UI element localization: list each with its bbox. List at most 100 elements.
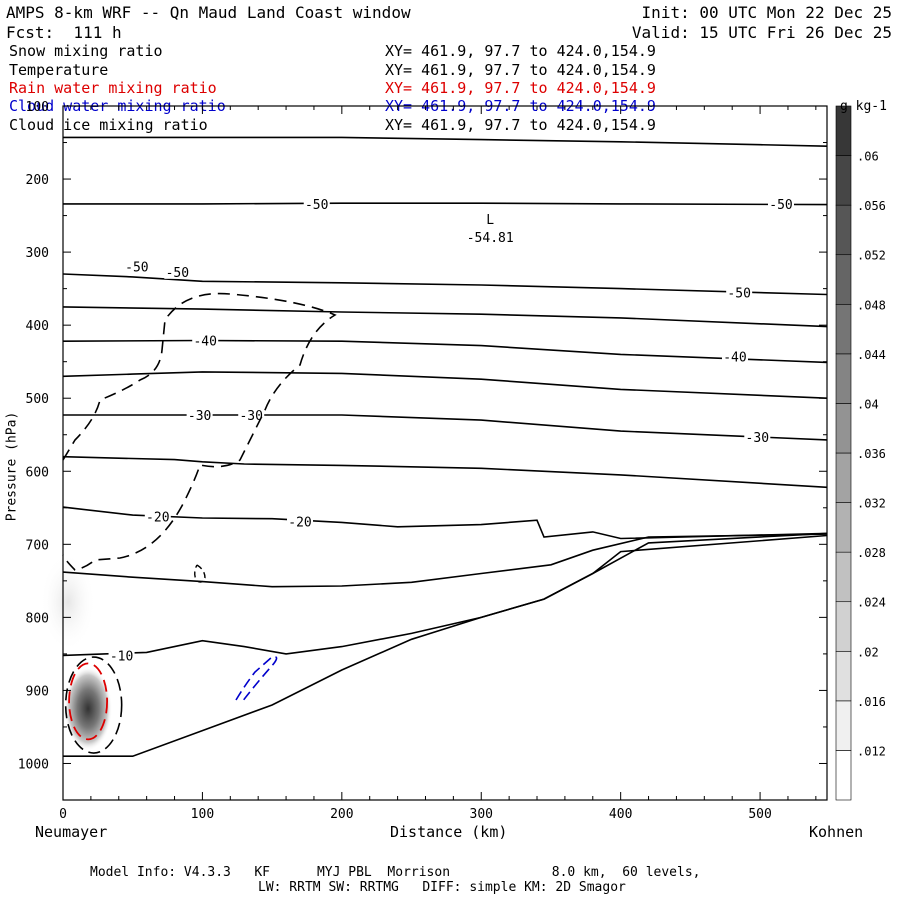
isotherm-label: -50: [727, 286, 750, 301]
colorbar-label: .016: [857, 695, 886, 709]
isotherm-label: -20: [146, 511, 169, 526]
y-tick-label: 600: [26, 465, 49, 480]
colorbar-label: .024: [857, 596, 886, 610]
y-tick-label: 300: [26, 246, 49, 261]
field-temperature-xy: XY= 461.9, 97.7 to 424.0,154.9: [385, 61, 656, 79]
isotherm-label-bg: [164, 263, 191, 279]
isotherm-label-bg: [108, 647, 135, 663]
isotherm-label: -50: [125, 261, 148, 276]
colorbar-label: .02: [857, 645, 879, 659]
isotherm-line: [62, 534, 828, 657]
x-tick-label: 300: [470, 807, 493, 822]
colorbar-segment: [835, 353, 852, 404]
colorbar-label: .012: [857, 744, 886, 758]
colorbar-label: .052: [857, 249, 886, 263]
isotherm-line: [62, 455, 828, 489]
isotherm-label: -30: [188, 409, 211, 424]
colorbar-units: g kg-1: [840, 99, 887, 114]
colorbar-segment: [835, 601, 852, 652]
isotherm-label-bg: [186, 407, 213, 423]
colorbar-label: .06: [857, 150, 879, 164]
isotherm-line: [62, 339, 828, 364]
colorbar-segment: [835, 254, 852, 305]
colorbar-label: .032: [857, 497, 886, 511]
snow-contour-core: [64, 656, 123, 754]
plot-frame: [62, 105, 828, 801]
colorbar-segment: [835, 551, 852, 603]
y-tick-label: 500: [26, 392, 49, 407]
y-tick-label: 200: [26, 173, 49, 188]
isotherm-line: [62, 306, 828, 328]
isotherm-label: -50: [769, 198, 792, 213]
isotherm-label-bg: [744, 428, 771, 444]
field-cloudice-name: Cloud ice mixing ratio: [9, 116, 208, 134]
isotherm-label-bg: [238, 407, 265, 423]
isotherm-line: [62, 273, 828, 296]
colorbar-segment: [835, 650, 852, 702]
colorbar-label: .04: [857, 397, 879, 411]
x-left-station: Neumayer: [35, 823, 108, 841]
y-tick-label: 700: [26, 538, 49, 553]
isotherm-label-bg: [192, 332, 219, 348]
isotherm-label: -20: [288, 516, 311, 531]
isotherm-label-bg: [303, 195, 330, 211]
x-tick-label: 200: [330, 807, 353, 822]
field-rain-name: Rain water mixing ratio: [9, 79, 217, 97]
isotherm-label-bg: [767, 195, 794, 211]
x-axis-label: Distance (km): [390, 823, 508, 841]
x-tick-label: 400: [609, 807, 632, 822]
colorbar-segment: [835, 700, 852, 751]
init-time: Init: 00 UTC Mon 22 Dec 25: [641, 3, 892, 22]
y-tick-label: 1000: [18, 757, 49, 772]
colorbar-label: .036: [857, 447, 886, 461]
isotherm-line: [62, 506, 828, 540]
snow-contour-main: [62, 292, 337, 571]
low-marker-letter: L: [486, 213, 494, 228]
isotherm-line: [62, 533, 828, 588]
colorbar-label: .048: [857, 298, 886, 312]
isotherm-label-bg: [721, 348, 748, 364]
isotherm-line: [63, 202, 828, 206]
field-cloudice-xy: XY= 461.9, 97.7 to 424.0,154.9: [385, 116, 656, 134]
cloudwater-contour: [235, 655, 278, 703]
rain-contour: [68, 662, 108, 741]
isotherm-label-bg: [144, 508, 171, 524]
x-tick-label: 500: [748, 807, 771, 822]
colorbar-segment: [835, 303, 852, 355]
y-axis-label: Pressure (hPa): [4, 411, 20, 522]
isotherm-label: -50: [305, 198, 328, 213]
y-tick-label: 900: [26, 684, 49, 699]
field-rain-xy: XY= 461.9, 97.7 to 424.0,154.9: [385, 79, 656, 97]
x-tick-label: 100: [191, 807, 214, 822]
isotherm-label-bg: [287, 513, 314, 529]
chart-title: AMPS 8-km WRF -- Qn Maud Land Coast wind…: [6, 3, 411, 22]
isotherm-label: -40: [723, 351, 746, 366]
colorbar-label: .056: [857, 199, 886, 213]
field-snow-name: Snow mixing ratio: [9, 42, 163, 60]
colorbar-segment: [835, 403, 852, 454]
colorbar-segment: [835, 502, 852, 553]
snow-contour-small: [194, 564, 206, 583]
field-temperature-name: Temperature: [9, 61, 109, 79]
isotherm-label: -30: [239, 409, 262, 424]
snow-shading-core: [64, 666, 113, 751]
isotherm-line: [62, 371, 828, 399]
y-tick-label: 100: [26, 100, 49, 115]
y-tick-label: 800: [26, 611, 49, 626]
isotherm-label: -30: [746, 431, 769, 446]
colorbar-segment: [835, 452, 852, 503]
snow-shading-upper: [40, 552, 96, 653]
low-marker-value: -54.81: [467, 231, 514, 246]
model-info-line2: LW: RRTM SW: RRTMG DIFF: simple KM: 2D S…: [258, 880, 626, 895]
x-tick-label: 0: [59, 807, 67, 822]
isotherm-label-bg: [726, 284, 753, 300]
isotherm-line: [63, 136, 828, 147]
valid-time: Valid: 15 UTC Fri 26 Dec 25: [631, 23, 892, 42]
isotherm-label: -40: [193, 334, 216, 349]
forecast-hour: Fcst: 111 h: [6, 23, 122, 42]
colorbar-segment: [835, 750, 852, 801]
colorbar-label: .028: [857, 546, 886, 560]
terrain-line: [63, 532, 828, 758]
colorbar-segment: [835, 155, 852, 206]
